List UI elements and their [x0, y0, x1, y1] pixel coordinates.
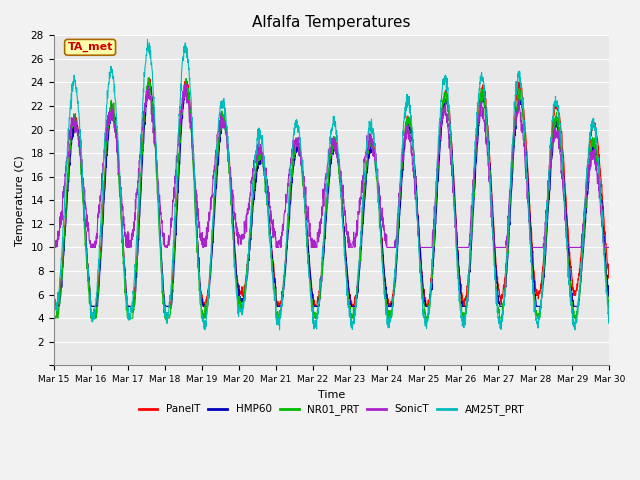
SonicT — [182, 82, 190, 87]
HMP60 — [557, 135, 564, 141]
AM25T_PRT — [572, 317, 580, 323]
HMP60 — [205, 293, 213, 299]
Line: NR01_PRT: NR01_PRT — [54, 78, 609, 318]
AM25T_PRT — [50, 294, 58, 300]
Text: TA_met: TA_met — [67, 42, 113, 52]
HMP60 — [493, 279, 501, 285]
SonicT — [557, 153, 564, 159]
AM25T_PRT — [605, 300, 613, 306]
NR01_PRT — [493, 295, 501, 300]
PanelT — [348, 302, 356, 308]
SonicT — [493, 245, 501, 251]
AM25T_PRT — [360, 180, 367, 186]
AM25T_PRT — [557, 135, 564, 141]
PanelT — [493, 276, 501, 282]
SonicT — [205, 209, 213, 215]
HMP60 — [348, 303, 356, 309]
HMP60 — [360, 207, 368, 213]
Line: SonicT: SonicT — [54, 84, 609, 248]
AM25T_PRT — [348, 319, 355, 324]
Line: HMP60: HMP60 — [54, 86, 609, 306]
Y-axis label: Temperature (C): Temperature (C) — [15, 155, 25, 246]
SonicT — [360, 156, 368, 162]
HMP60 — [50, 296, 58, 301]
NR01_PRT — [145, 75, 153, 81]
Line: PanelT: PanelT — [54, 79, 609, 306]
NR01_PRT — [605, 297, 613, 302]
PanelT — [51, 303, 59, 309]
NR01_PRT — [50, 300, 58, 305]
PanelT — [557, 124, 564, 130]
NR01_PRT — [557, 143, 564, 149]
PanelT — [50, 288, 58, 294]
PanelT — [605, 265, 613, 271]
NR01_PRT — [348, 314, 356, 320]
Title: Alfalfa Temperatures: Alfalfa Temperatures — [252, 15, 411, 30]
SonicT — [572, 245, 580, 251]
NR01_PRT — [51, 315, 58, 321]
SonicT — [605, 245, 613, 251]
AM25T_PRT — [493, 300, 501, 306]
AM25T_PRT — [205, 292, 212, 298]
X-axis label: Time: Time — [318, 390, 345, 399]
PanelT — [205, 283, 213, 288]
AM25T_PRT — [143, 36, 151, 42]
PanelT — [572, 288, 580, 293]
NR01_PRT — [572, 315, 580, 321]
Legend: PanelT, HMP60, NR01_PRT, SonicT, AM25T_PRT: PanelT, HMP60, NR01_PRT, SonicT, AM25T_P… — [134, 400, 529, 420]
HMP60 — [145, 83, 153, 89]
PanelT — [360, 191, 368, 197]
SonicT — [348, 245, 356, 251]
AM25T_PRT — [571, 327, 579, 333]
PanelT — [146, 76, 154, 82]
HMP60 — [572, 303, 580, 309]
SonicT — [51, 245, 59, 251]
HMP60 — [605, 287, 613, 293]
HMP60 — [50, 303, 58, 309]
NR01_PRT — [360, 197, 368, 203]
Line: AM25T_PRT: AM25T_PRT — [54, 39, 609, 330]
SonicT — [50, 238, 58, 243]
NR01_PRT — [205, 291, 213, 297]
